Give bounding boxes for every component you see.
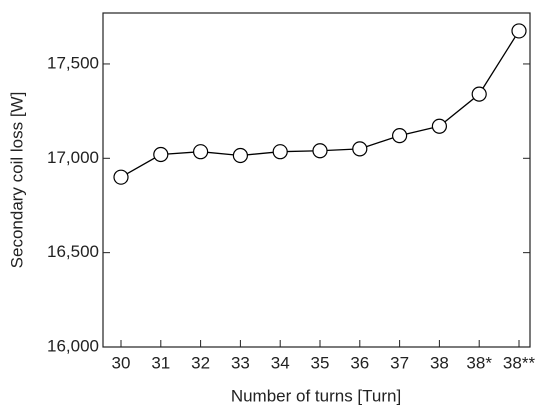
- x-tick-label: 31: [151, 353, 170, 372]
- y-tick-label: 16,500: [47, 242, 99, 261]
- x-tick-label: 36: [350, 353, 369, 372]
- marker: [153, 146, 169, 163]
- y-tick-label: 17,000: [47, 148, 99, 167]
- x-tick-label: 33: [231, 353, 250, 372]
- x-tick-label: 34: [271, 353, 290, 372]
- plot-frame: [102, 12, 531, 348]
- x-tick-label: 38: [430, 353, 449, 372]
- marker: [431, 118, 447, 134]
- x-tick-label: 38**: [503, 353, 536, 372]
- marker: [352, 141, 368, 157]
- marker: [511, 23, 527, 39]
- marker: [471, 86, 487, 102]
- marker: [232, 147, 248, 164]
- x-tick-label: 30: [112, 353, 131, 372]
- x-tick-label: 35: [311, 353, 330, 372]
- y-axis-label: Secondary coil loss [W]: [7, 92, 26, 269]
- marker: [392, 128, 408, 144]
- x-axis-label: Number of turns [Turn]: [231, 386, 401, 405]
- x-tick-label: 32: [191, 353, 210, 372]
- x-tick-label: 37: [390, 353, 409, 372]
- x-tick-label: 38*: [466, 353, 492, 372]
- marker: [312, 143, 328, 159]
- marker: [113, 169, 129, 185]
- y-tick-label: 17,500: [47, 53, 99, 72]
- marker: [272, 144, 288, 160]
- y-tick-label: 16,000: [47, 336, 99, 355]
- marker: [193, 144, 209, 160]
